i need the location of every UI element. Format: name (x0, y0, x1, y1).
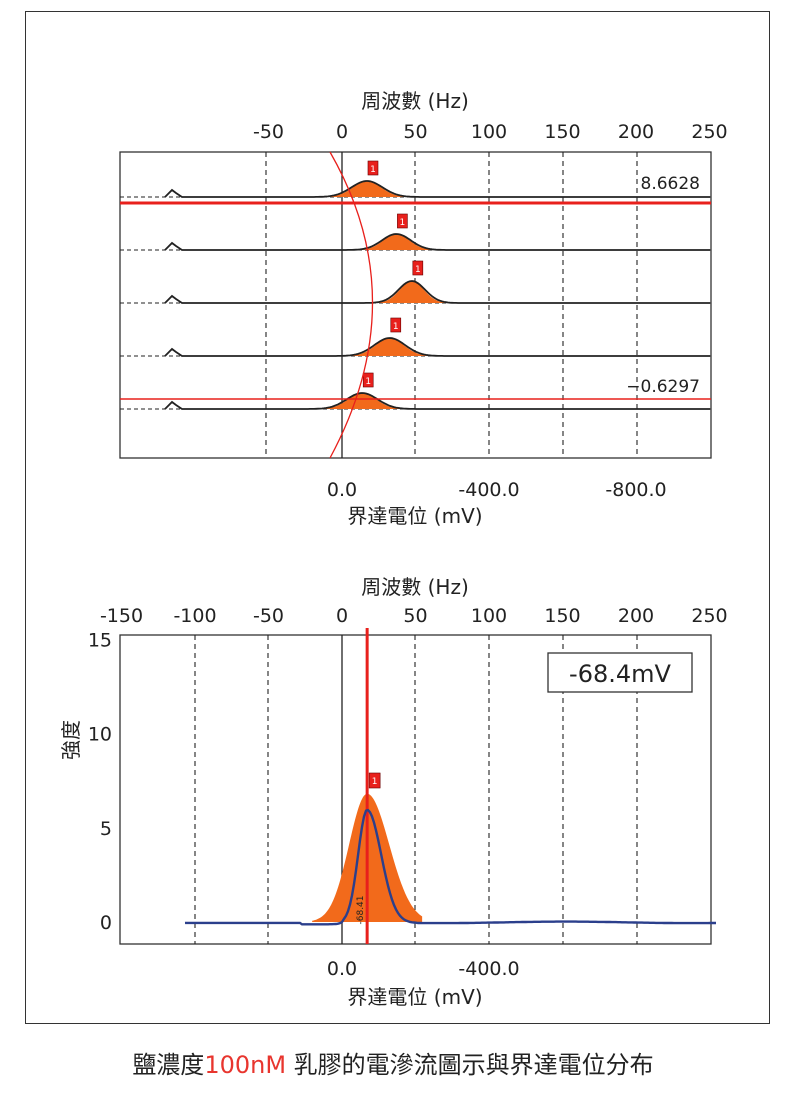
top-chart-frequency-tick-label: 0 (336, 121, 348, 143)
peak-marker-label: 1 (400, 218, 406, 228)
zeta-potential-chart: 周波數 (Hz) -150 -100 -50 0 50 100 150 200 250 0510… (59, 575, 728, 1009)
peak-marker-label: 1 (415, 265, 421, 275)
top-chart-profiles: 1 1 1 1 1 8.6628 −0.6297 (120, 151, 711, 459)
lower-reference-label: −0.6297 (626, 377, 700, 397)
top-chart-zeta-tick-label: -400.0 (458, 479, 519, 501)
bottom-chart-x-axis-label: 界達電位 (mV) (347, 985, 482, 1009)
bottom-chart-y-axis-label: 強度 (59, 720, 83, 760)
bottom-chart-y-tick-label: 15 (88, 629, 112, 651)
result-box-value: -68.4mV (569, 660, 671, 688)
top-chart-frequency-tick-label: 250 (691, 121, 727, 143)
peak-marker (397, 213, 408, 229)
profile-curve (164, 280, 710, 304)
bottom-chart-frequency-tick-label: 200 (618, 605, 654, 627)
bottom-chart-zeta-ticks: 0.0 -400.0 (327, 958, 520, 980)
upper-reference-label: 8.6628 (641, 174, 700, 194)
bottom-chart-frequency-ticks: -150 -100 -50 0 50 100 150 200 250 (100, 605, 728, 627)
peak-marker-label: 1 (393, 322, 399, 332)
profile-curve (164, 337, 710, 357)
top-chart-zeta-ticks: 0.0 -400.0 -800.0 (327, 479, 667, 501)
top-chart-zeta-tick-label: -800.0 (605, 479, 666, 501)
peak-marker (362, 372, 374, 388)
top-chart-frequency-tick-label: 200 (618, 121, 654, 143)
bottom-chart-frequency-tick-label: 100 (471, 605, 507, 627)
bottom-chart-frequency-axis-label: 周波數 (Hz) (361, 575, 469, 599)
peak-marker (412, 260, 424, 276)
top-chart-frequency-tick-label: -50 (253, 121, 284, 143)
profile-curve (164, 233, 710, 251)
peak-marker-label: 1 (370, 165, 376, 175)
peak-marker-label: 1 (372, 777, 378, 787)
caption-highlight: 100nM (204, 1051, 287, 1079)
top-chart-frequency-tick-label: 150 (544, 121, 580, 143)
result-box: -68.4mV (547, 652, 693, 693)
caption-suffix: 乳膠的電滲流圖示與界達電位分布 (286, 1051, 654, 1079)
peak-marker-label: 1 (365, 377, 371, 387)
top-chart-frequency-axis-label: 周波數 (Hz) (361, 89, 469, 113)
bottom-chart-frequency-tick-label: -50 (253, 605, 284, 627)
bottom-chart-y-tick-label: 10 (88, 724, 112, 746)
profile-peak-fill (347, 338, 439, 356)
figure-frame (25, 11, 770, 1024)
bottom-chart-frequency-tick-label: 0 (336, 605, 348, 627)
caption-prefix: 鹽濃度 (132, 1051, 205, 1079)
bottom-chart-y-ticks: 0 5 10 15 (88, 629, 112, 934)
bottom-chart-frequency-tick-label: 50 (403, 605, 427, 627)
top-chart-frequency-tick-label: 100 (471, 121, 507, 143)
profile-peak-fill (324, 181, 416, 197)
bottom-chart-zeta-tick-label: -400.0 (458, 958, 519, 980)
bottom-chart-y-tick-label: 0 (100, 912, 112, 934)
profile-peak-fill (375, 281, 454, 303)
electroosmotic-flow-chart: 周波數 (Hz) -50 0 50 100 150 200 250 1 1 1 1 1 8.6628 −… (119, 89, 728, 528)
peak-value-label: -68.41 (356, 895, 366, 924)
bottom-chart-frequency-tick-label: -150 (100, 605, 143, 627)
top-chart-frequency-tick-label: 50 (403, 121, 427, 143)
peak-marker (367, 160, 379, 176)
bottom-chart-y-tick-label: 5 (100, 818, 112, 840)
peak-marker (368, 772, 381, 789)
top-chart-frequency-ticks: -50 0 50 100 150 200 250 (253, 121, 728, 143)
peak-marker (390, 317, 402, 333)
figure-caption: 鹽濃度100nM 乳膠的電滲流圖示與界達電位分布 (0, 1045, 786, 1080)
profile-curve (164, 180, 710, 198)
peak-trend-curve (329, 151, 374, 459)
intensity-curve (184, 808, 716, 926)
bottom-chart-frequency-tick-label: 250 (691, 605, 727, 627)
bottom-chart-frequency-tick-label: 150 (544, 605, 580, 627)
profile-peak-fill (357, 234, 442, 250)
top-chart-x-axis-label: 界達電位 (mV) (347, 504, 482, 528)
top-chart-zeta-tick-label: 0.0 (327, 479, 357, 501)
profile-peak-fill (320, 393, 412, 409)
bottom-chart-series: 1 -68.41 (184, 628, 716, 944)
bottom-chart-zeta-tick-label: 0.0 (327, 958, 357, 980)
profile-curve (164, 392, 710, 410)
bottom-chart-frequency-tick-label: -100 (173, 605, 216, 627)
